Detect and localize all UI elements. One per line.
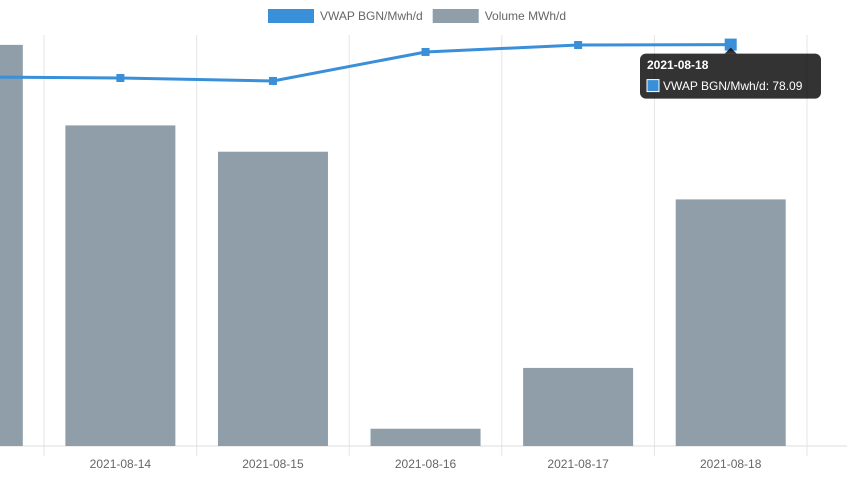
x-tick-label: 2021-08-16 [395, 457, 457, 471]
tooltip-text: VWAP BGN/Mwh/d: 78.09 [663, 79, 803, 93]
legend-swatch [268, 9, 314, 23]
line-point [421, 47, 430, 56]
bar [675, 199, 786, 446]
bar [0, 44, 23, 446]
tooltip: 2021-08-18 VWAP BGN/Mwh/d: 78.09 [640, 47, 821, 99]
line-point [724, 38, 737, 51]
legend-swatch [432, 9, 479, 23]
x-tick-label: 2021-08-18 [700, 457, 762, 471]
line [0, 43, 731, 83]
line-point [268, 76, 277, 85]
tooltip-swatch [646, 79, 660, 93]
bar [65, 125, 176, 447]
x-tick-label: 2021-08-14 [90, 457, 152, 471]
tooltip-caret [724, 47, 737, 54]
x-tick-label: 2021-08-15 [242, 457, 304, 471]
legend-label: Volume MWh/d [485, 9, 566, 23]
x-tick-label: 2021-08-17 [547, 457, 609, 471]
bar [523, 367, 634, 446]
bar [217, 151, 328, 446]
line-point [574, 41, 583, 50]
tooltip-box [640, 53, 821, 99]
legend-label: VWAP BGN/Mwh/d [320, 9, 423, 23]
bar [370, 428, 481, 446]
line-point [116, 73, 125, 82]
tooltip-title: 2021-08-18 [647, 58, 709, 72]
